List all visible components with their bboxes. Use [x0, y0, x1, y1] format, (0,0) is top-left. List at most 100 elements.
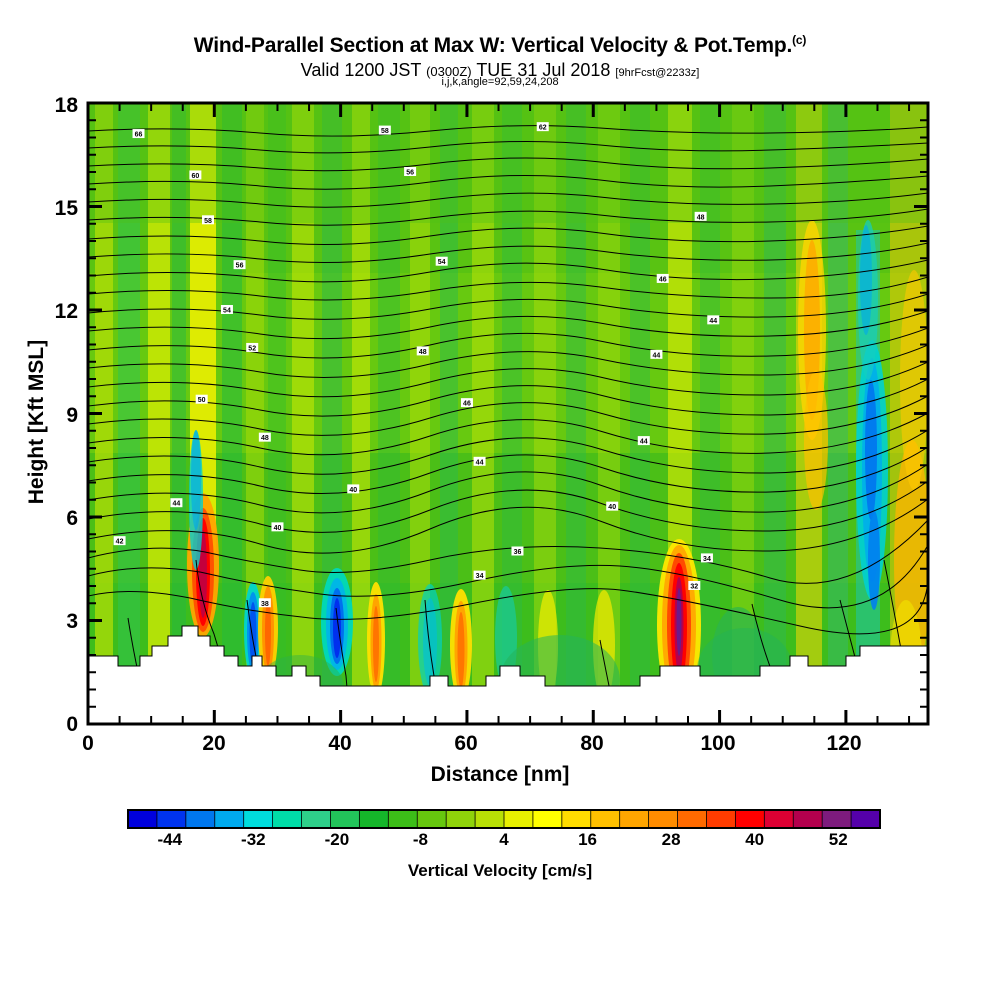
contour-label: 62 [539, 125, 547, 132]
colorbar-cell[interactable] [127, 809, 158, 829]
contour-label: 66 [135, 132, 143, 139]
colorbar[interactable] [0, 806, 1000, 846]
contour-label-backdrop [606, 501, 619, 511]
contour-label: 44 [709, 318, 717, 325]
updraft-28nm [258, 576, 278, 680]
ytick-label: 0 [66, 713, 78, 736]
contour-label-backdrop [460, 398, 473, 408]
contour-label-backdrop [694, 211, 707, 221]
colorbar-cell[interactable] [763, 809, 795, 829]
colorbar-cell[interactable] [416, 809, 448, 829]
updraft-60nm [450, 589, 472, 701]
colorbar-cell[interactable] [156, 809, 187, 829]
contour-label: 46 [659, 276, 667, 283]
contour-label-backdrop [650, 349, 663, 359]
colorbar-cell[interactable] [387, 809, 419, 829]
xtick-label: 20 [202, 732, 226, 755]
colorbar-cell[interactable] [850, 809, 881, 829]
contour-label: 44 [640, 439, 648, 446]
colorbar-cell[interactable] [532, 809, 563, 829]
colorbar-tick-label: 28 [661, 830, 681, 849]
colorbar-cell[interactable] [330, 809, 361, 829]
colorbar-cell[interactable] [474, 809, 505, 829]
contour-label: 56 [236, 263, 244, 270]
colorbar-cell[interactable] [677, 809, 708, 829]
colorbar-cell[interactable] [503, 809, 534, 829]
copyright-mark: (c) [792, 33, 807, 47]
contour-label: 44 [173, 501, 181, 508]
contour-label: 40 [349, 487, 357, 494]
contour-label: 48 [261, 435, 269, 442]
contour-label-backdrop [258, 598, 271, 608]
contour-label: 32 [690, 584, 698, 591]
ytick-label: 15 [54, 197, 78, 220]
colorbar-cell[interactable] [792, 809, 824, 829]
ytick-label: 18 [54, 94, 78, 117]
colorbar-cell[interactable] [272, 809, 303, 829]
contour-label-backdrop [220, 305, 233, 314]
cross-section-plot: 66 58 62 60 56 58 48 56 54 46 54 44 52 48 44 50 46 48 44 44… [86, 101, 930, 726]
xtick-label: 120 [826, 732, 862, 755]
colorbar-tick-label: -32 [241, 830, 266, 849]
colorbar-cell[interactable] [648, 809, 679, 829]
subtitle-valid-time: Valid 1200 JST [300, 60, 422, 80]
contour-label-backdrop [511, 546, 524, 556]
updraft-46nm [367, 582, 385, 698]
colorbar-cell[interactable] [358, 809, 390, 829]
colorbar-cell[interactable] [301, 809, 332, 829]
title-text: Wind-Parallel Section at Max W: Vertical… [193, 34, 793, 57]
x-axis-label: Distance [nm] [430, 763, 570, 786]
contour-label-backdrop [404, 167, 417, 176]
colorbar-cell[interactable] [243, 809, 274, 829]
subtitle-date: TUE 31 Jul 2018 [476, 60, 611, 80]
colorbar-tick-label: 52 [828, 830, 848, 849]
contour-label-backdrop [246, 342, 259, 352]
ytick-label: 9 [66, 404, 78, 427]
colorbar-tick-label: 4 [499, 830, 509, 849]
contour-label-backdrop [378, 125, 391, 135]
contour-label: 42 [116, 539, 124, 546]
colorbar-cell[interactable] [561, 809, 592, 829]
contour-label-backdrop [347, 484, 360, 494]
colorbar-cell[interactable] [619, 809, 650, 829]
colorbar-cell[interactable] [185, 809, 216, 829]
ytick-label: 3 [66, 610, 78, 633]
contour-label-backdrop [473, 570, 486, 580]
contour-label: 36 [514, 549, 522, 556]
colorbar-cell[interactable] [734, 809, 766, 829]
colorbar-cell[interactable] [590, 809, 621, 829]
contour-label: 40 [274, 525, 282, 532]
downdraft-core-40nm [321, 568, 353, 676]
xtick-label: 0 [82, 732, 94, 755]
updraft-118nm [798, 220, 828, 510]
contour-label: 54 [223, 308, 231, 315]
downdraft-26nm [244, 582, 262, 678]
page-title: Wind-Parallel Section at Max W: Vertical… [0, 33, 1000, 58]
plot-frame [86, 101, 930, 726]
subtitle-utc-time: (0300Z) [426, 64, 472, 79]
xtick-label: 80 [580, 732, 604, 755]
contour-label-backdrop [707, 315, 720, 325]
contour-label: 46 [463, 401, 471, 408]
colorbar-cell[interactable] [706, 809, 737, 829]
contour-label: 50 [198, 397, 206, 404]
contour-label: 34 [476, 573, 484, 580]
xtick-label: 100 [700, 732, 736, 755]
downdraft-core-126nm [856, 220, 888, 610]
contour-label-backdrop [132, 129, 145, 139]
colorbar-cell[interactable] [214, 809, 245, 829]
contour-label: 56 [406, 170, 414, 177]
contour-label-backdrop [233, 260, 246, 270]
contour-label-backdrop [113, 536, 126, 546]
contour-label-backdrop [473, 456, 486, 466]
colorbar-cell[interactable] [821, 809, 852, 829]
subtitle: Valid 1200 JST (0300Z) TUE 31 Jul 2018 [… [0, 60, 1000, 81]
colorbar-cell[interactable] [445, 809, 476, 829]
contour-label: 40 [608, 504, 616, 511]
colorbar-tick-label: 40 [745, 830, 765, 849]
contour-label-backdrop [271, 522, 284, 532]
contour-label: 44 [653, 352, 661, 359]
potential-temperature-contours [88, 125, 928, 724]
contour-label-backdrop [258, 432, 271, 442]
